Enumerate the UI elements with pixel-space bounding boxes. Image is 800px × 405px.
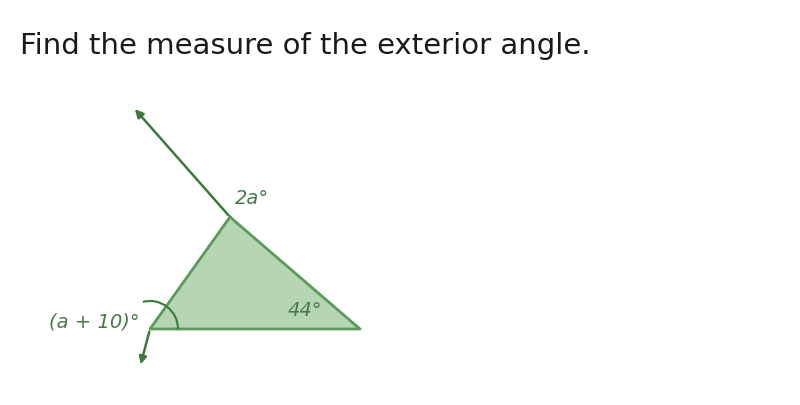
Text: (a + 10)°: (a + 10)°	[50, 312, 140, 331]
Polygon shape	[150, 217, 360, 329]
Text: 2a°: 2a°	[235, 189, 269, 207]
Text: 44°: 44°	[288, 300, 322, 319]
Text: Find the measure of the exterior angle.: Find the measure of the exterior angle.	[20, 32, 590, 60]
